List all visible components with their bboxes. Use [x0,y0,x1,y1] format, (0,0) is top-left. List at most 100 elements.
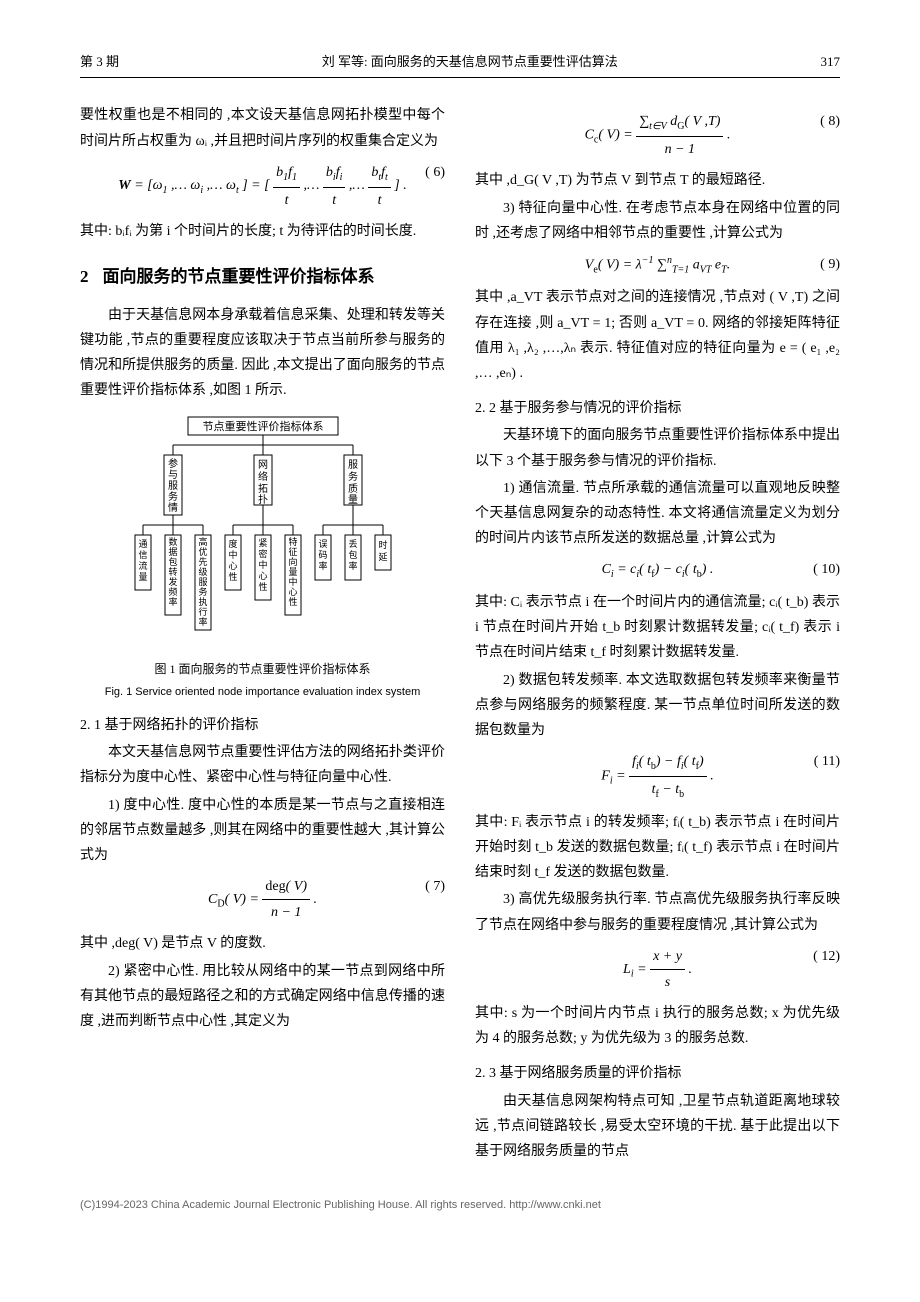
equation-9: Ve( V) = λ−1 ∑nT=1 aVT eT. ( 9) [475,252,840,279]
svg-text:级: 级 [198,566,207,577]
eq7-num: ( 7) [425,874,445,899]
svg-text:向: 向 [288,556,297,567]
svg-text:扑: 扑 [258,493,268,506]
subsection-2-3: 2. 3 基于网络服务质量的评价指标 [475,1061,840,1086]
eq10-num: ( 10) [813,557,840,582]
svg-text:转: 转 [168,566,177,577]
subsection-2-1: 2. 1 基于网络拓扑的评价指标 [80,713,445,738]
svg-text:务: 务 [168,490,178,503]
svg-text:率: 率 [168,596,177,607]
para-l3: 由于天基信息网本身承载着信息采集、处理和转发等关键功能 ,节点的重要程度应该取决… [80,303,445,404]
svg-text:与: 与 [168,469,178,481]
para-l4: 本文天基信息网节点重要性评估方法的网络拓扑类评价指标分为度中心性、紧密中心性与特… [80,740,445,790]
para-r2: 3) 特征向量中心性. 在考虑节点本身在网络中位置的同时 ,还考虑了网络中相邻节… [475,196,840,246]
svg-text:率: 率 [198,616,207,627]
svg-text:包: 包 [168,556,177,567]
svg-text:心: 心 [258,571,267,581]
fig1-caption-en: Fig. 1 Service oriented node importance … [80,684,445,701]
left-column: 要性权重也是不相同的 ,本文设天基信息网拓扑模型中每个时间片所占权重为 ωᵢ ,… [80,103,445,1166]
header-title: 刘 军等: 面向服务的天基信息网节点重要性评估算法 [322,50,618,73]
para-r5: 1) 通信流量. 节点所承载的通信流量可以直观地反映整个天基信息网复杂的动态特性… [475,476,840,552]
svg-text:先: 先 [198,556,207,567]
svg-text:延: 延 [378,551,387,562]
para-r1: 其中 ,d_G( V ,T) 为节点 V 到节点 T 的最短路径. [475,168,840,193]
svg-text:中: 中 [258,559,267,570]
equation-6: W = [ω1 ,… ωi ,… ωt ] = [ b1f1t ,… bifit… [80,160,445,213]
para-r9: 3) 高优先级服务执行率. 节点高优先级服务执行率反映了节点在网络中参与服务的重… [475,887,840,937]
svg-text:情: 情 [168,501,178,514]
subsection-2-2: 2. 2 基于服务参与情况的评价指标 [475,396,840,421]
svg-text:务: 务 [348,470,358,483]
svg-text:质: 质 [348,483,358,495]
svg-text:密: 密 [258,548,267,559]
svg-text:优: 优 [198,546,207,557]
svg-text:信: 信 [138,549,147,560]
svg-text:行: 行 [198,606,207,617]
svg-text:征: 征 [288,547,297,557]
eq6-num: ( 6) [425,160,445,185]
svg-text:率: 率 [318,560,327,571]
svg-text:包: 包 [348,549,357,560]
svg-text:时: 时 [378,539,387,550]
sec2-text: 面向服务的节点重要性评价指标体系 [103,262,375,293]
sec2-num: 2 [80,262,89,293]
page-number: 317 [820,50,840,73]
svg-text:据: 据 [168,546,177,557]
svg-text:量: 量 [348,494,358,506]
issue-label: 第 3 期 [80,50,119,73]
equation-11: Fi = fi( tb) − fi( tf)tf − tb . ( 11) [475,749,840,804]
svg-text:性: 性 [228,571,237,582]
page-header: 第 3 期 刘 军等: 面向服务的天基信息网节点重要性评估算法 317 [80,50,840,78]
svg-text:执: 执 [198,596,207,607]
svg-text:中: 中 [288,576,297,587]
svg-text:丢: 丢 [348,538,357,549]
equation-10: Ci = ci( tf) − ci( tb) . ( 10) [475,557,840,584]
eq8-num: ( 8) [820,109,840,134]
main-content: 要性权重也是不相同的 ,本文设天基信息网拓扑模型中每个时间片所占权重为 ωᵢ ,… [80,103,840,1166]
svg-text:络: 络 [258,470,268,483]
svg-text:率: 率 [348,560,357,571]
section-2-title: 2 面向服务的节点重要性评价指标体系 [80,262,445,293]
svg-text:心: 心 [228,561,237,571]
para-l7: 2) 紧密中心性. 用比较从网络中的某一节点到网络中所有其他节点的最短路径之和的… [80,959,445,1035]
para-r10: 其中: s 为一个时间片内节点 i 执行的服务总数; x 为优先级为 4 的服务… [475,1001,840,1051]
svg-text:参: 参 [168,457,178,470]
svg-text:性: 性 [288,596,297,607]
para-r4: 天基环境下的面向服务节点重要性评价指标体系中提出以下 3 个基于服务参与情况的评… [475,423,840,473]
para-l5: 1) 度中心性. 度中心性的本质是某一节点与之直接相连的邻居节点数量越多 ,则其… [80,793,445,869]
svg-text:流: 流 [138,560,147,571]
para-r6: 其中: Cᵢ 表示节点 i 在一个时间片内的通信流量; cᵢ( t_b) 表示 … [475,590,840,666]
footer-copyright: (C)1994-2023 China Academic Journal Elec… [80,1196,840,1216]
svg-text:频: 频 [168,586,177,597]
fig1-caption-cn: 图 1 面向服务的节点重要性评价指标体系 [80,660,445,678]
svg-text:特: 特 [288,536,297,547]
svg-text:数: 数 [168,536,177,547]
svg-text:服: 服 [198,577,207,587]
svg-text:服: 服 [348,459,358,471]
para-l6: 其中 ,deg( V) 是节点 V 的度数. [80,931,445,956]
equation-8: Cc( V) = ∑t∈V dG( V ,T)n − 1 . ( 8) [475,109,840,162]
svg-text:服: 服 [168,480,178,492]
para-r8: 其中: Fᵢ 表示节点 i 的转发频率; fᵢ( t_b) 表示节点 i 在时间… [475,810,840,886]
svg-text:度: 度 [228,538,237,549]
svg-text:务: 务 [198,586,207,597]
svg-text:码: 码 [318,550,327,560]
para-l2: 其中: bᵢfᵢ 为第 i 个时间片的长度; t 为待评估的时间长度. [80,219,445,244]
right-column: Cc( V) = ∑t∈V dG( V ,T)n − 1 . ( 8) 其中 ,… [475,103,840,1166]
eq9-num: ( 9) [820,252,840,277]
eq12-num: ( 12) [813,944,840,969]
svg-text:心: 心 [288,587,297,597]
svg-text:中: 中 [228,549,237,560]
svg-text:量: 量 [138,572,147,582]
svg-text:性: 性 [258,581,267,592]
svg-text:误: 误 [318,539,327,549]
para-r11: 由天基信息网架构特点可知 ,卫星节点轨道距离地球较远 ,节点间链路较长 ,易受太… [475,1089,840,1165]
para-l1: 要性权重也是不相同的 ,本文设天基信息网拓扑模型中每个时间片所占权重为 ωᵢ ,… [80,103,445,153]
para-r7: 2) 数据包转发频率. 本文选取数据包转发频率来衡量节点参与网络服务的频繁程度.… [475,668,840,744]
svg-text:量: 量 [288,567,297,577]
diagram-root: 节点重要性评价指标体系 [202,419,323,433]
svg-text:发: 发 [168,576,177,587]
equation-7: CD( V) = deg( V)n − 1 . ( 7) [80,874,445,925]
para-r3: 其中 ,a_VT 表示节点对之间的连接情况 ,节点对 ( V ,T) 之间存在连… [475,285,840,386]
svg-text:拓: 拓 [258,483,268,495]
